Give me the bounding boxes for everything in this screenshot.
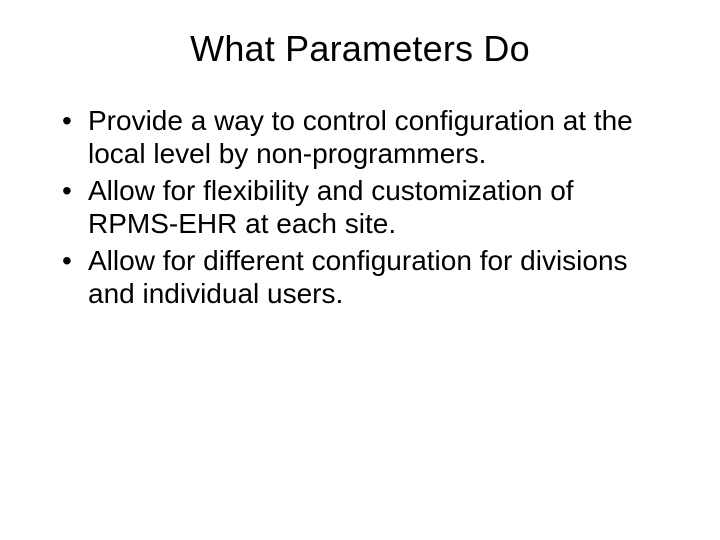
list-item: Allow for flexibility and customization … [62, 174, 670, 240]
slide: What Parameters Do Provide a way to cont… [0, 0, 720, 540]
list-item: Provide a way to control configuration a… [62, 104, 670, 170]
bullet-list: Provide a way to control configuration a… [40, 104, 680, 310]
slide-title: What Parameters Do [40, 28, 680, 70]
list-item: Allow for different configuration for di… [62, 244, 670, 310]
